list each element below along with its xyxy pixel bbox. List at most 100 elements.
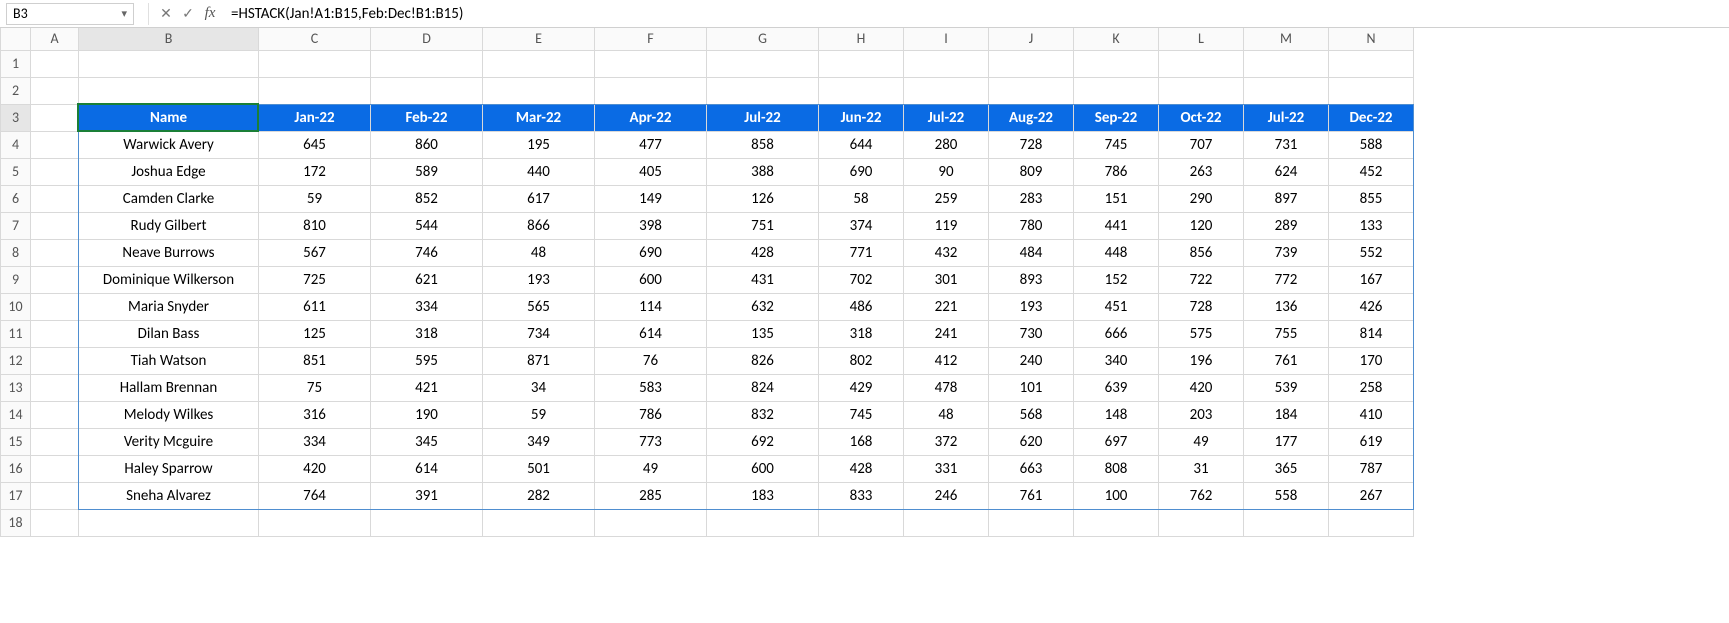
table-cell[interactable]: 858 xyxy=(707,131,819,158)
table-header-cell[interactable]: Name xyxy=(79,104,259,131)
table-cell[interactable]: 318 xyxy=(371,320,483,347)
column-header[interactable]: C xyxy=(259,28,371,50)
table-cell[interactable]: 745 xyxy=(1074,131,1159,158)
table-header-cell[interactable]: Jul-22 xyxy=(707,104,819,131)
empty-cell[interactable] xyxy=(31,509,79,536)
table-cell[interactable]: 119 xyxy=(904,212,989,239)
table-cell[interactable]: 48 xyxy=(483,239,595,266)
table-cell[interactable]: 452 xyxy=(1329,158,1414,185)
table-cell[interactable]: 196 xyxy=(1159,347,1244,374)
column-header[interactable]: H xyxy=(819,28,904,50)
table-cell[interactable]: 428 xyxy=(707,239,819,266)
table-cell[interactable]: 183 xyxy=(707,482,819,509)
table-cell[interactable]: 195 xyxy=(483,131,595,158)
row-header[interactable]: 8 xyxy=(1,239,31,266)
table-cell[interactable]: 372 xyxy=(904,428,989,455)
column-header[interactable]: K xyxy=(1074,28,1159,50)
table-cell[interactable]: 285 xyxy=(595,482,707,509)
table-cell[interactable]: 860 xyxy=(371,131,483,158)
table-cell[interactable]: Dilan Bass xyxy=(79,320,259,347)
table-cell[interactable]: 645 xyxy=(259,131,371,158)
table-cell[interactable]: 771 xyxy=(819,239,904,266)
table-cell[interactable]: 152 xyxy=(1074,266,1159,293)
table-cell[interactable]: 808 xyxy=(1074,455,1159,482)
empty-cell[interactable] xyxy=(31,428,79,455)
table-cell[interactable]: 826 xyxy=(707,347,819,374)
empty-cell[interactable] xyxy=(819,50,904,77)
empty-cell[interactable] xyxy=(1329,50,1414,77)
table-cell[interactable]: 786 xyxy=(595,401,707,428)
table-cell[interactable]: 620 xyxy=(989,428,1074,455)
table-cell[interactable]: 600 xyxy=(707,455,819,482)
row-header[interactable]: 2 xyxy=(1,77,31,104)
table-cell[interactable]: Sneha Alvarez xyxy=(79,482,259,509)
table-cell[interactable]: 644 xyxy=(819,131,904,158)
table-cell[interactable]: 58 xyxy=(819,185,904,212)
table-cell[interactable]: 558 xyxy=(1244,482,1329,509)
empty-cell[interactable] xyxy=(259,50,371,77)
table-header-cell[interactable]: Feb-22 xyxy=(371,104,483,131)
table-cell[interactable]: 331 xyxy=(904,455,989,482)
table-cell[interactable]: 478 xyxy=(904,374,989,401)
table-header-cell[interactable]: Sep-22 xyxy=(1074,104,1159,131)
table-cell[interactable]: Dominique Wilkerson xyxy=(79,266,259,293)
table-cell[interactable]: 114 xyxy=(595,293,707,320)
table-cell[interactable]: Joshua Edge xyxy=(79,158,259,185)
empty-cell[interactable] xyxy=(31,266,79,293)
table-cell[interactable]: 451 xyxy=(1074,293,1159,320)
table-header-cell[interactable]: Dec-22 xyxy=(1329,104,1414,131)
empty-cell[interactable] xyxy=(31,320,79,347)
table-cell[interactable]: 90 xyxy=(904,158,989,185)
table-cell[interactable]: 583 xyxy=(595,374,707,401)
empty-cell[interactable] xyxy=(1329,509,1414,536)
table-cell[interactable]: 552 xyxy=(1329,239,1414,266)
column-header[interactable]: N xyxy=(1329,28,1414,50)
row-header[interactable]: 15 xyxy=(1,428,31,455)
empty-cell[interactable] xyxy=(1159,509,1244,536)
empty-cell[interactable] xyxy=(31,347,79,374)
table-cell[interactable]: 501 xyxy=(483,455,595,482)
table-cell[interactable]: 388 xyxy=(707,158,819,185)
empty-cell[interactable] xyxy=(1074,77,1159,104)
table-cell[interactable]: 702 xyxy=(819,266,904,293)
row-header[interactable]: 4 xyxy=(1,131,31,158)
table-cell[interactable]: 730 xyxy=(989,320,1074,347)
table-cell[interactable]: 632 xyxy=(707,293,819,320)
row-header[interactable]: 14 xyxy=(1,401,31,428)
empty-cell[interactable] xyxy=(707,509,819,536)
table-cell[interactable]: 639 xyxy=(1074,374,1159,401)
table-cell[interactable]: 420 xyxy=(1159,374,1244,401)
empty-cell[interactable] xyxy=(1159,77,1244,104)
empty-cell[interactable] xyxy=(31,77,79,104)
table-cell[interactable]: 149 xyxy=(595,185,707,212)
table-cell[interactable]: 621 xyxy=(371,266,483,293)
empty-cell[interactable] xyxy=(1329,77,1414,104)
table-header-cell[interactable]: Jul-22 xyxy=(904,104,989,131)
table-cell[interactable]: 780 xyxy=(989,212,1074,239)
empty-cell[interactable] xyxy=(483,50,595,77)
table-cell[interactable]: 398 xyxy=(595,212,707,239)
table-cell[interactable]: 412 xyxy=(904,347,989,374)
table-cell[interactable]: 614 xyxy=(595,320,707,347)
table-cell[interactable]: 624 xyxy=(1244,158,1329,185)
table-cell[interactable]: 283 xyxy=(989,185,1074,212)
table-cell[interactable]: 539 xyxy=(1244,374,1329,401)
table-cell[interactable]: 663 xyxy=(989,455,1074,482)
empty-cell[interactable] xyxy=(31,185,79,212)
table-cell[interactable]: 852 xyxy=(371,185,483,212)
table-cell[interactable]: 690 xyxy=(595,239,707,266)
table-cell[interactable]: 697 xyxy=(1074,428,1159,455)
table-cell[interactable]: 893 xyxy=(989,266,1074,293)
table-cell[interactable]: 786 xyxy=(1074,158,1159,185)
table-cell[interactable]: 731 xyxy=(1244,131,1329,158)
table-cell[interactable]: 365 xyxy=(1244,455,1329,482)
table-cell[interactable]: 170 xyxy=(1329,347,1414,374)
table-cell[interactable]: 575 xyxy=(1159,320,1244,347)
column-header[interactable]: I xyxy=(904,28,989,50)
table-cell[interactable]: 241 xyxy=(904,320,989,347)
table-cell[interactable]: 246 xyxy=(904,482,989,509)
table-cell[interactable]: 745 xyxy=(819,401,904,428)
empty-cell[interactable] xyxy=(31,374,79,401)
table-cell[interactable]: 755 xyxy=(1244,320,1329,347)
table-cell[interactable]: 374 xyxy=(819,212,904,239)
